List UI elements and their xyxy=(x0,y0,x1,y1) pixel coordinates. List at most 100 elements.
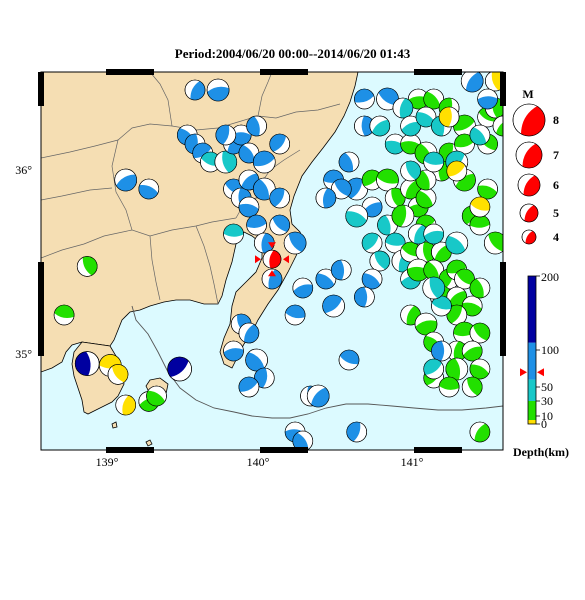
focal-mechanism-blue xyxy=(330,178,352,200)
depth-band-30-60 xyxy=(528,379,536,401)
focal-mechanism-blue xyxy=(338,151,360,173)
magnitude-legend-title: M xyxy=(522,87,533,101)
depth-tick-30: 30 xyxy=(541,394,553,408)
focal-mechanism-blue xyxy=(114,168,137,192)
highlight-marker-top xyxy=(268,242,276,249)
trench-line xyxy=(131,305,503,419)
lat-tick-36: 36° xyxy=(15,163,32,177)
focal-mechanism-green xyxy=(453,114,476,138)
lon-tick-140: 140° xyxy=(247,455,270,469)
focal-mechanism-green xyxy=(376,168,399,192)
depth-band-5-30 xyxy=(528,401,536,420)
focal-mechanism-cyan xyxy=(423,358,445,380)
focal-mechanism-blue xyxy=(477,88,498,110)
focal-mechanism-blue xyxy=(322,294,345,318)
focal-mechanism-green xyxy=(407,88,429,110)
depth-tick-100: 100 xyxy=(541,343,559,357)
focal-mechanism-green xyxy=(391,204,415,228)
focal-mechanism-blue xyxy=(292,277,314,299)
lon-tick-labels: 139° 140° 141° xyxy=(96,455,424,469)
map-title: Period:2004/06/20 00:00--2014/06/20 01:4… xyxy=(174,46,411,61)
focal-mechanism-green xyxy=(469,322,491,344)
focal-mechanism-green xyxy=(76,256,98,277)
focal-mechanism-cyan xyxy=(400,160,421,182)
focal-mechanism-blue xyxy=(238,196,260,218)
focal-mechanism-green xyxy=(469,214,491,236)
depth-tick-50: 50 xyxy=(541,380,553,394)
focal-mechanism-cyan xyxy=(361,232,383,254)
focal-mechanism-cyan xyxy=(431,295,452,317)
focal-mechanism-blue xyxy=(206,78,230,102)
magnitude-label-6: 6 xyxy=(553,178,559,192)
magnitude-symbol-8 xyxy=(512,103,546,137)
focal-mechanism-blue xyxy=(238,322,260,344)
focal-mechanism-green xyxy=(492,115,503,137)
island-small-b xyxy=(111,421,118,429)
depth-color-bar xyxy=(528,276,536,424)
highlight-marker-bottom xyxy=(268,270,276,277)
focal-mechanism-green xyxy=(146,385,167,407)
focal-mechanism-blue xyxy=(138,178,160,200)
focal-mechanism-green xyxy=(415,187,437,209)
focal-mechanism-cyan xyxy=(423,223,445,245)
focal-mechanism-cyan xyxy=(369,250,391,272)
focal-mechanism-yellow xyxy=(438,106,460,128)
highlight-focal-mechanism xyxy=(262,249,282,269)
focal-mechanism-blue xyxy=(292,430,314,450)
focal-mechanism-blue xyxy=(284,304,306,326)
depth-band-0-5 xyxy=(528,420,536,424)
focal-mechanism-cyan xyxy=(392,97,414,119)
focal-mechanism-cyan xyxy=(384,133,406,155)
focal-mechanism-cyan xyxy=(415,106,437,128)
focal-mechanism-blue xyxy=(223,340,244,362)
focal-mechanism-green xyxy=(453,321,476,345)
focal-mechanism-blue xyxy=(230,124,252,146)
focal-mechanism-green xyxy=(469,358,491,380)
focal-mechanism-yellow xyxy=(107,364,129,385)
focal-mechanism-blue xyxy=(283,231,307,255)
focal-mechanism-green xyxy=(438,376,460,398)
island-small-a xyxy=(145,439,153,447)
focal-mechanism-blue xyxy=(315,268,337,290)
highlight-event xyxy=(255,242,289,277)
focal-mechanism-blue xyxy=(269,187,291,209)
focal-mechanism-blue xyxy=(238,376,260,398)
focal-mechanism-green xyxy=(484,231,503,255)
focal-mechanism-green xyxy=(454,268,475,290)
focal-mechanism-green xyxy=(469,277,491,299)
focal-mechanism-blue xyxy=(330,259,352,281)
focal-mechanism-green xyxy=(53,304,75,326)
magnitude-label-7: 7 xyxy=(553,148,559,162)
depth-legend: 200 100 50 30 10 0 Depth(km) xyxy=(513,270,569,459)
frame-ticks xyxy=(38,69,506,453)
focal-mechanism-navy xyxy=(74,351,100,376)
focal-mechanism-green xyxy=(461,340,483,362)
focal-mechanism-blue xyxy=(338,349,360,371)
focal-mechanism-blue xyxy=(269,133,291,155)
focal-mechanism-blue xyxy=(252,177,276,201)
depth-tick-200: 200 xyxy=(541,270,559,284)
focal-mechanism-cyan xyxy=(422,276,446,300)
focal-mechanism-cyan xyxy=(223,223,244,245)
focal-mechanism-blue xyxy=(431,340,452,362)
lat-tick-labels: 36° 35° xyxy=(15,163,32,361)
focal-mechanism-cyan xyxy=(469,124,491,146)
focal-mechanism-blue xyxy=(346,421,368,443)
focal-mechanism-green xyxy=(445,357,469,381)
focal-mechanism-cyan xyxy=(423,151,445,173)
focal-mechanism-green xyxy=(423,88,445,110)
depth-tick-0: 0 xyxy=(541,417,547,431)
focal-mechanism-green xyxy=(400,241,421,263)
magnitude-symbol-7 xyxy=(515,141,543,169)
depth-marker xyxy=(520,368,544,377)
depth-band-60-110 xyxy=(528,342,536,380)
depth-tick-10: 10 xyxy=(541,409,553,423)
highlight-marker-left xyxy=(255,255,261,264)
focal-mechanism-green xyxy=(361,169,383,191)
focal-mechanism-green xyxy=(423,259,445,281)
focal-mechanism-blue xyxy=(306,384,330,408)
focal-mechanism-blue xyxy=(269,214,291,236)
focal-mechanism-layer xyxy=(53,72,503,450)
depth-marker-right xyxy=(537,368,544,377)
focal-mechanism-blue xyxy=(246,115,267,137)
